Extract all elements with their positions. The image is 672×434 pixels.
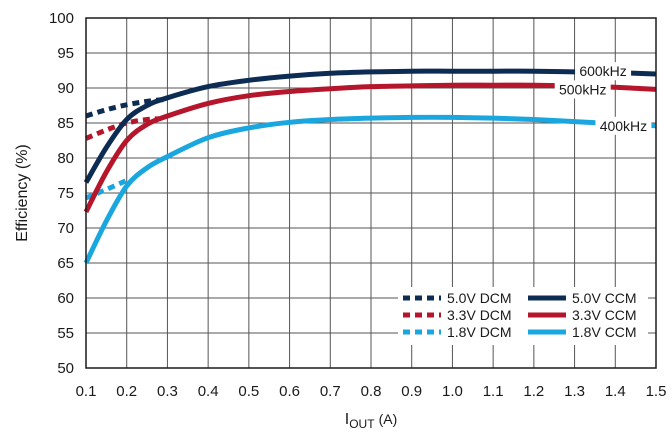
annotation-bg	[575, 62, 632, 81]
frequency-label: 600kHz	[579, 63, 626, 79]
x-tick-label: 0.2	[116, 383, 137, 400]
x-axis-title-main: I	[345, 411, 349, 428]
plot-frame	[85, 17, 657, 369]
x-axis-title-unit: (A)	[379, 411, 398, 427]
legend-entry: 1.8V DCM	[447, 324, 512, 340]
annotation-bg	[595, 116, 652, 135]
y-tick-labels: 50 55 60 65 70 75 80 85 90 95 100	[49, 10, 74, 377]
x-tick-labels: 0.1 0.2 0.3 0.4 0.5 0.6 0.7 0.8 0.9 1.0 1.1 1.2 1.3 1…	[76, 383, 667, 400]
y-tick-label: 65	[57, 255, 74, 272]
y-tick-label: 90	[57, 80, 74, 97]
y-tick-label: 95	[57, 45, 74, 62]
annotation-bg	[554, 80, 611, 99]
legend-entry: 1.8V CCM	[572, 324, 637, 340]
legend: 5.0V DCM 5.0V CCM 3.3V DCM 3.3V CCM 1.8V DCM…	[398, 287, 648, 345]
x-tick-label: 1.3	[564, 383, 585, 400]
x-axis-title: IOUT (A)	[345, 411, 397, 431]
x-tick-label: 0.4	[198, 383, 219, 400]
x-tick-label: 0.8	[361, 383, 382, 400]
y-tick-label: 100	[49, 10, 74, 27]
x-tick-label: 0.1	[76, 383, 97, 400]
x-axis-title-sub: OUT	[349, 417, 375, 431]
frequency-annotations: 600kHz 500kHz 400kHz	[554, 62, 652, 135]
frequency-label: 500kHz	[559, 81, 606, 97]
series-layer	[83, 68, 657, 265]
y-tick-label: 85	[57, 115, 74, 132]
series-line-5-0v-ccm	[83, 68, 657, 184]
frequency-label: 400kHz	[600, 118, 647, 134]
y-tick-label: 55	[57, 325, 74, 342]
y-tick-label: 70	[57, 220, 74, 237]
series-line-1-8v-dcm	[85, 178, 128, 201]
y-tick-label: 75	[57, 185, 74, 202]
y-axis-title: Efficiency (%)	[14, 144, 31, 242]
x-tick-label: 0.7	[320, 383, 341, 400]
series-line-3-3v-ccm	[83, 82, 657, 214]
x-tick-label: 0.5	[238, 383, 259, 400]
y-tick-label: 80	[57, 150, 74, 167]
x-tick-label: 1.4	[605, 383, 626, 400]
series-line-5-0v-dcm	[85, 96, 168, 119]
legend-entry: 3.3V DCM	[447, 307, 512, 323]
legend-entry: 5.0V DCM	[447, 290, 512, 306]
x-tick-label: 1.2	[523, 383, 544, 400]
x-tick-label: 1.1	[483, 383, 504, 400]
series-line-3-3v-dcm	[85, 116, 160, 141]
y-tick-label: 50	[57, 360, 74, 377]
legend-entry: 5.0V CCM	[572, 290, 637, 306]
legend-entry: 3.3V CCM	[572, 307, 637, 323]
x-tick-label: 0.6	[279, 383, 300, 400]
x-tick-label: 1.5	[646, 383, 667, 400]
x-tick-label: 0.3	[157, 383, 178, 400]
series-line-1-8v-ccm	[83, 114, 657, 265]
y-tick-label: 60	[57, 290, 74, 307]
x-tick-label: 1.0	[442, 383, 463, 400]
x-tick-label: 0.9	[401, 383, 422, 400]
